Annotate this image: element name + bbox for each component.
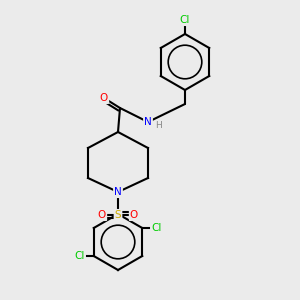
Text: Cl: Cl — [75, 251, 85, 261]
Text: O: O — [100, 93, 108, 103]
Text: Cl: Cl — [180, 15, 190, 25]
Text: H: H — [154, 122, 161, 130]
Text: N: N — [114, 187, 122, 197]
Text: N: N — [144, 117, 152, 127]
Text: S: S — [115, 210, 121, 220]
Text: O: O — [130, 210, 138, 220]
Text: Cl: Cl — [151, 223, 161, 233]
Text: O: O — [98, 210, 106, 220]
